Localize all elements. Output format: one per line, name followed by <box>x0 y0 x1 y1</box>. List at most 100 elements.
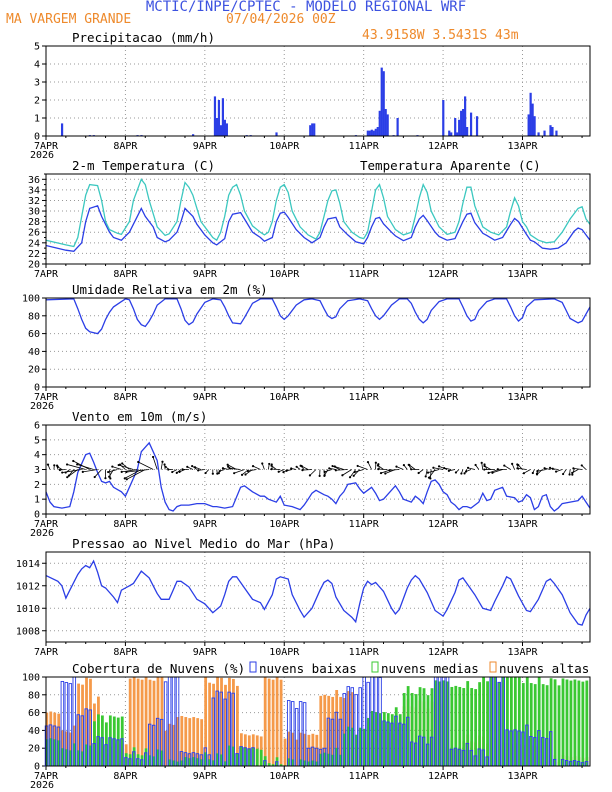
wind-vector <box>335 469 348 471</box>
wind-vector-head <box>295 465 298 468</box>
wind-vector-head <box>571 471 574 474</box>
cloud-bar <box>331 696 335 766</box>
wind-vector-head <box>218 470 221 473</box>
wind-vector <box>444 467 452 470</box>
run-datetime: 07/04/2026 00Z <box>226 12 336 27</box>
cloud-bar <box>132 747 136 766</box>
cloud-bar <box>188 718 192 766</box>
wind-vector <box>309 469 317 476</box>
cloud-bar <box>311 733 315 766</box>
chart-title: Vento em 10m (m/s) <box>72 409 207 424</box>
ytick-label: 24 <box>28 238 40 249</box>
cloud-bar <box>220 754 223 766</box>
wind-vector <box>488 469 499 474</box>
wind-vector-head <box>424 475 427 478</box>
xtick-label: 11APR <box>349 771 380 782</box>
cloud-bar <box>45 739 49 766</box>
xtick-label: 11APR <box>349 269 380 280</box>
xtick-label: 10APR <box>269 771 300 782</box>
panel-clouds <box>42 661 591 770</box>
ytick-label: 0 <box>34 762 40 773</box>
wind-vector-head <box>61 471 64 474</box>
cloud-bar <box>291 759 295 766</box>
xtick-label: 13APR <box>507 519 538 530</box>
ytick-label: 2 <box>34 96 40 107</box>
precip-bar <box>275 132 278 136</box>
cloud-bar <box>307 761 311 766</box>
cloud-bar <box>367 717 370 766</box>
precip-bar <box>549 125 552 136</box>
cloud-bar <box>466 681 470 766</box>
precip-bar <box>60 123 64 136</box>
wind-vector <box>367 461 372 470</box>
panel-frame <box>45 173 591 265</box>
legend-swatch <box>371 661 379 673</box>
wind-vector-head <box>46 463 50 466</box>
xtick-year: 2026 <box>30 150 54 161</box>
cloud-bar <box>406 686 410 766</box>
wind-vector <box>108 469 118 473</box>
cloud-bar <box>172 760 176 766</box>
cloud-bar <box>355 734 358 766</box>
wind-vector-head <box>308 474 312 477</box>
cloud-bar <box>116 717 120 766</box>
wind-vector-head <box>374 461 377 464</box>
precip-bar <box>531 103 534 136</box>
cloud-bar <box>192 717 196 766</box>
cloud-bar <box>509 677 513 766</box>
ytick-label: 3 <box>34 465 40 476</box>
precip-bar <box>454 118 457 136</box>
ytick-label: 32 <box>28 196 40 207</box>
precip-bar <box>378 110 381 136</box>
wind-vector <box>126 469 146 480</box>
precip-bar <box>366 130 369 136</box>
precip-bar <box>372 130 375 136</box>
precip-bar <box>466 127 469 136</box>
cloud-bar <box>243 747 247 766</box>
ytick-label: 20 <box>28 744 40 755</box>
ytick-label: 0 <box>34 510 40 521</box>
cloud-bar <box>287 758 291 766</box>
wind-vector-head <box>72 459 75 463</box>
wind-vector-head <box>331 464 334 468</box>
cloud-bar <box>180 715 184 766</box>
wind-vector <box>492 469 503 474</box>
wind-vector-head <box>516 467 519 470</box>
cloud-bar <box>502 677 505 766</box>
precip-bar <box>223 119 226 136</box>
xtick-label: 9APR <box>193 771 218 782</box>
precip-bar <box>213 96 217 136</box>
wind-vector-head <box>366 460 370 464</box>
xtick-label: 12APR <box>428 771 459 782</box>
ytick-label: 28 <box>28 217 40 228</box>
wind-vector <box>252 465 261 470</box>
wind-vector <box>409 464 416 470</box>
wind-vector-head <box>402 463 406 467</box>
xtick-year: 2026 <box>30 528 54 539</box>
cloud-bar <box>108 715 112 766</box>
cloud-bar <box>414 694 418 766</box>
wind-vector-head <box>384 472 387 475</box>
wind-vector-head <box>268 462 271 466</box>
cloud-bar <box>517 677 521 766</box>
wind-vector-head <box>270 468 273 471</box>
cloud-bar <box>279 679 283 766</box>
wind-vector-head <box>334 469 337 472</box>
wind-vector <box>433 467 444 470</box>
wind-vector-head <box>491 471 494 474</box>
precip-bar <box>192 134 195 136</box>
cloud-bar <box>192 757 196 766</box>
cloud-bar <box>144 748 148 766</box>
cloud-bar <box>140 679 144 766</box>
wind-vector-head <box>53 464 56 467</box>
xtick-label: 8APR <box>113 392 138 403</box>
xtick-label: 13APR <box>507 141 538 152</box>
cloud-bar <box>561 678 565 766</box>
cloud-bar <box>390 714 394 766</box>
wind-vector-head <box>348 476 352 479</box>
ytick-label: 36 <box>28 175 40 186</box>
cloud-bar <box>81 684 84 766</box>
wind-vector <box>94 469 102 478</box>
wind-vector <box>234 469 245 474</box>
wind-vector <box>73 460 90 470</box>
